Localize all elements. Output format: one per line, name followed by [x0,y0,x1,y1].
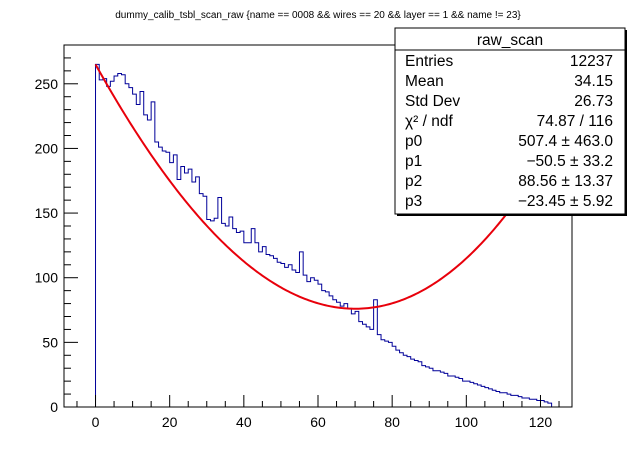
y-tick-label: 200 [35,140,59,156]
stats-row-label: p1 [405,153,422,170]
x-axis: 0 20 40 60 80 100 120 [76,395,560,430]
x-tick-label: 120 [529,414,553,430]
stats-row-value: 74.87 / 116 [537,113,613,130]
x-tick-label: 0 [92,414,100,430]
y-tick-label: 100 [35,270,59,286]
y-tick-label: 0 [50,399,58,415]
stats-row-label: p2 [405,173,422,190]
chart-title: dummy_calib_tsbl_scan_raw {name == 0008 … [115,10,521,21]
stats-row-value: 507.4 ± 463.0 [518,133,613,150]
x-tick-label: 20 [162,414,178,430]
stats-row-label: p0 [405,133,423,150]
stats-row-value: 88.56 ± 13.37 [518,173,613,190]
stats-box: raw_scan Entries 12237 Mean 34.15 Std Dev 26.7… [394,27,627,216]
stats-row-label: Std Dev [405,93,460,110]
x-tick-label: 80 [384,414,400,430]
x-tick-label: 40 [236,414,252,430]
stats-row-value: 26.73 [574,93,613,110]
y-tick-label: 250 [35,76,59,92]
histogram-outline [95,63,563,408]
stats-row-value: 34.15 [574,73,613,90]
y-tick-label: 50 [42,334,58,350]
stats-row-value: −23.45 ± 5.92 [518,193,613,210]
stats-row-label: Mean [405,73,444,90]
histogram [95,63,563,408]
stats-row-value: −50.5 ± 33.2 [526,153,613,170]
stats-row-value: 12237 [570,53,613,70]
x-tick-label: 60 [310,414,326,430]
stats-box-frame [394,27,626,215]
y-axis: 0 50 100 150 200 250 [35,57,78,415]
stats-row-label: p3 [405,193,422,210]
x-tick-label: 100 [455,414,479,430]
stats-row-label: χ² / ndf [405,113,453,130]
stats-box-name: raw_scan [477,32,543,49]
fit-line [94,63,564,310]
stats-row-label: Entries [405,53,453,70]
y-tick-label: 150 [35,205,59,221]
fit-curve [94,63,564,310]
